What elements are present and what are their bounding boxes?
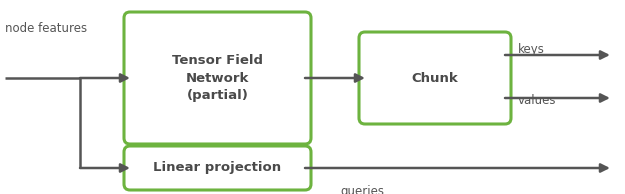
Text: queries: queries — [340, 185, 384, 194]
Text: values: values — [518, 94, 556, 107]
Text: Tensor Field
Network
(partial): Tensor Field Network (partial) — [172, 54, 263, 102]
Text: Linear projection: Linear projection — [154, 161, 281, 174]
Text: node features: node features — [5, 22, 87, 35]
FancyBboxPatch shape — [359, 32, 511, 124]
Text: Chunk: Chunk — [412, 72, 458, 85]
FancyBboxPatch shape — [124, 12, 311, 144]
FancyBboxPatch shape — [124, 146, 311, 190]
Text: keys: keys — [518, 43, 545, 56]
